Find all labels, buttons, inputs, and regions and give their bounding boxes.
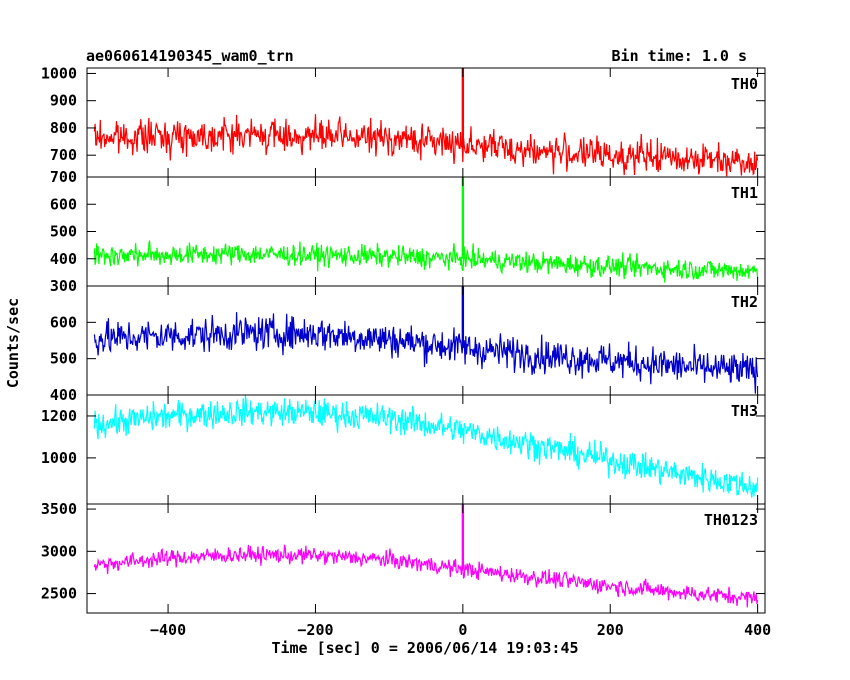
x-axis-label: Time [sec] 0 = 2006/06/14 19:03:45 [271,639,578,657]
y-tick-label: 300 [50,277,77,295]
series-line-th0 [93,114,759,177]
panel-frame [86,503,766,614]
panel-th3: 1000 1200 TH3 [41,394,766,505]
panels-group: 700 800 900 1000 TH0 300 400 500 600 700 TH1 400 500… [41,64,771,639]
y-tick-label: 400 [50,386,77,404]
panel-frame [86,67,766,178]
bin-time-label: Bin time: 1.0 s [612,47,747,65]
y-tick-label: 500 [50,223,77,241]
x-tick-label: 0 [458,621,467,639]
x-tick-label: 200 [597,621,624,639]
series-line-th2 [93,312,759,394]
x-tick-label: −200 [297,621,333,639]
series-line-th1 [93,240,759,283]
panel-label-th1: TH1 [731,184,758,202]
y-tick-label: 700 [50,146,77,164]
panel-label-th2: TH2 [731,293,758,311]
y-tick-label: 3000 [41,542,77,560]
panel-label-th0: TH0 [731,75,758,93]
y-tick-label: 800 [50,119,77,137]
series-line-th0123 [93,544,759,608]
y-tick-label: 900 [50,92,77,110]
panel-th2: 400 500 600 TH2 [50,285,766,404]
y-tick-label: 2500 [41,585,77,603]
y-tick-label: 600 [50,195,77,213]
y-tick-label: 700 [50,168,77,186]
panel-th0123: 2500 3000 3500 TH0123 [41,500,766,614]
y-tick-label: 3500 [41,500,77,518]
x-tick-label: 400 [744,621,771,639]
panel-th0: 700 800 900 1000 TH0 [41,64,766,178]
chart-title: ae060614190345_wam0_trn [86,47,294,65]
y-tick-label: 600 [50,313,77,331]
series-line-th3 [93,395,759,498]
y-tick-label: 400 [50,250,77,268]
panel-th1: 300 400 500 600 700 TH1 [50,168,766,295]
y-tick-label: 500 [50,350,77,368]
panel-label-th0123: TH0123 [704,511,758,529]
y-tick-label: 1000 [41,64,77,82]
y-tick-label: 1000 [41,449,77,467]
panel-label-th3: TH3 [731,402,758,420]
y-tick-label: 1200 [41,407,77,425]
y-axis-label: Counts/sec [4,298,22,388]
panel-frame [86,394,766,505]
x-tick-label: −400 [150,621,186,639]
